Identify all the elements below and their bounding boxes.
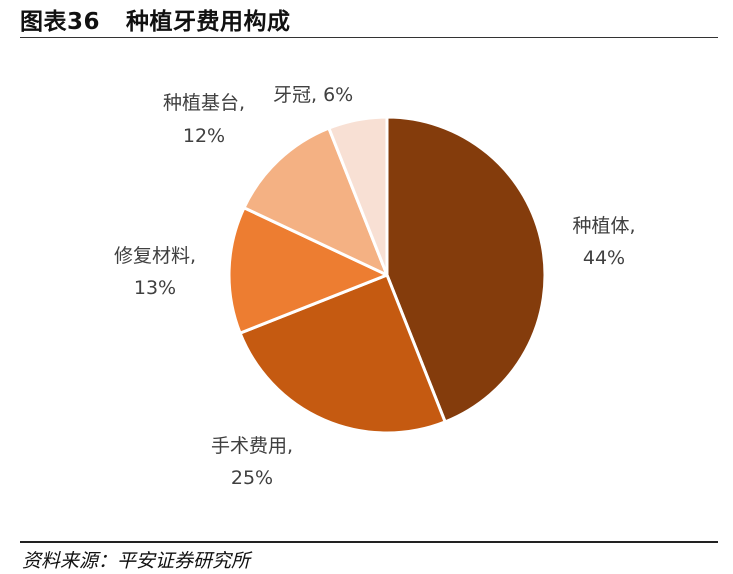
figure-number: 图表36	[20, 9, 101, 35]
pie-label-name-2: 手术费用,	[211, 435, 293, 457]
pie-slice-2	[238, 273, 447, 435]
pie-label-name-3: 修复材料,	[114, 245, 196, 267]
pie-slice-3	[227, 206, 389, 335]
pie-label-name-1: 种植体,	[572, 215, 635, 237]
pie-label-value-1: 44%	[583, 247, 625, 269]
figure-title: 图表36 种植牙费用构成	[20, 2, 291, 36]
pie-slice-5	[327, 115, 389, 277]
pie-label-value-4: 12%	[183, 125, 225, 147]
figure-title-text: 种植牙费用构成	[126, 9, 291, 35]
source-note: 资料来源：平安证券研究所	[22, 550, 251, 572]
pie-label-value-2: 25%	[231, 467, 273, 489]
pie-label-5: 牙冠, 6%	[273, 84, 353, 106]
pie-label-name-4: 种植基台,	[163, 92, 245, 114]
pie-slice-4	[242, 126, 389, 277]
title-divider	[20, 37, 718, 38]
pie-label-value-3: 13%	[134, 277, 176, 299]
source-divider	[20, 541, 718, 543]
pie-slice-1	[385, 115, 547, 424]
